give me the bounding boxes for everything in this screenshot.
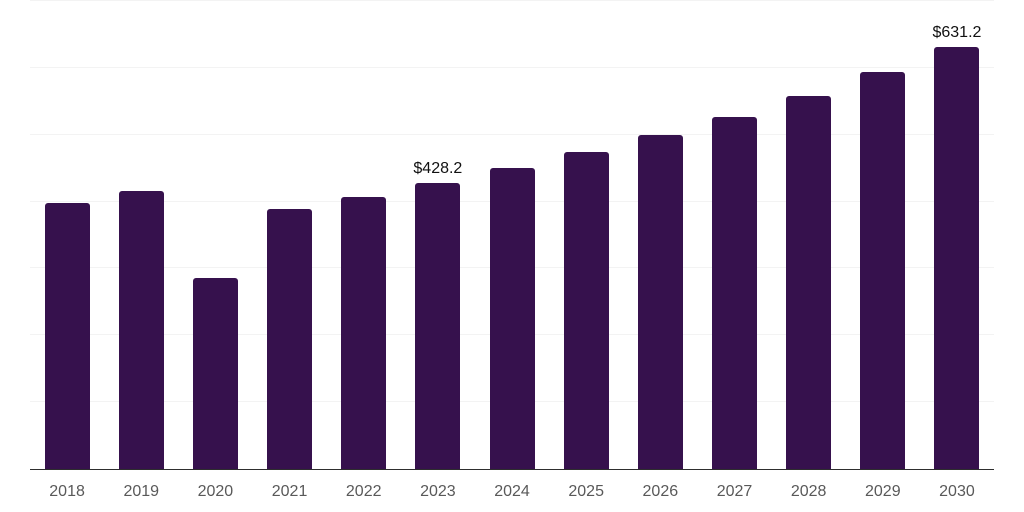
x-tick-2030: 2030	[939, 483, 975, 500]
bar-2024	[489, 167, 535, 469]
bar-slot-2019	[104, 2, 178, 469]
bar-2029	[860, 72, 906, 469]
bar-2020	[192, 278, 238, 469]
x-tick-2022: 2022	[345, 483, 382, 500]
x-tick-2019: 2019	[123, 483, 160, 500]
bar-slot-2030: $631.2	[920, 2, 994, 469]
gridline-700	[30, 0, 994, 1]
x-tick-2024: 2024	[494, 483, 530, 500]
x-tick-2023: 2023	[420, 483, 456, 500]
bar-2030	[934, 47, 980, 469]
bar-2023	[415, 182, 461, 469]
x-tick-2021: 2021	[271, 483, 308, 500]
bar-slot-2025	[549, 2, 623, 469]
bar-2019	[118, 190, 164, 469]
bar-slot-2026	[623, 2, 697, 469]
bar-slot-2021	[252, 2, 326, 469]
bar-2027	[711, 116, 757, 469]
x-tick-2025: 2025	[568, 483, 604, 500]
x-tick-2029: 2029	[865, 483, 901, 500]
bar-2021	[267, 209, 313, 469]
x-tick-2018: 2018	[49, 483, 85, 500]
gridline-500	[30, 133, 994, 135]
bar-slot-2020	[178, 2, 252, 469]
data-label-2023: $428.2	[413, 159, 463, 177]
bar-slot-2024	[475, 2, 549, 469]
x-tick-2027: 2027	[716, 483, 753, 500]
bar-slot-2029	[846, 2, 920, 469]
x-axis-labels: 2018 2019 2020 2021 2022 2023 2024 2025 2026 2027…	[30, 471, 994, 501]
gridline-600	[30, 66, 994, 68]
x-tick-2020: 2020	[197, 483, 234, 500]
bar-slot-2022	[327, 2, 401, 469]
bar-slot-2028	[772, 2, 846, 469]
bar-2028	[786, 95, 832, 469]
bar-slot-2027	[697, 2, 771, 469]
x-tick-2028: 2028	[790, 483, 827, 500]
bar-slot-2018	[30, 2, 104, 469]
bar-2026	[637, 135, 683, 469]
bar-2018	[44, 202, 90, 469]
x-tick-2026: 2026	[642, 483, 679, 500]
data-label-2030: $631.2	[932, 24, 982, 41]
bar-2022	[341, 196, 387, 469]
bar-2025	[563, 152, 609, 469]
bar-slot-2023: $428.2	[401, 2, 475, 469]
plot-area: $428.2 $631.2	[30, 0, 994, 470]
